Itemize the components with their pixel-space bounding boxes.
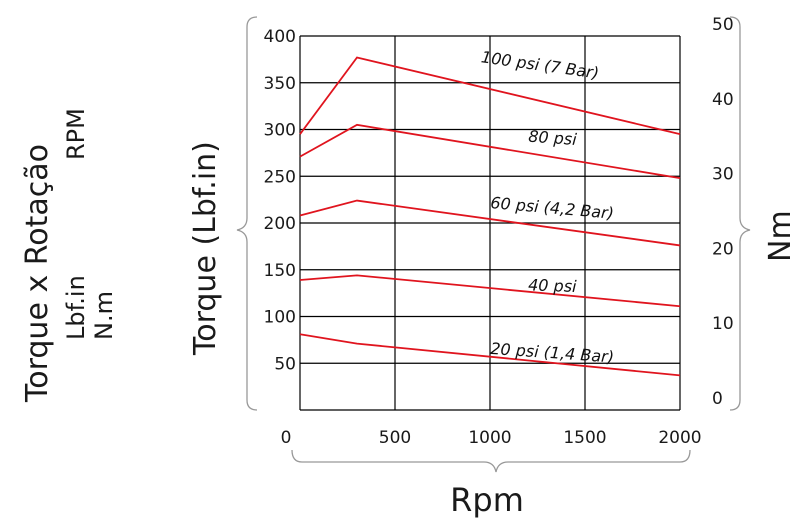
grid [299,35,681,411]
y-tick-label: 50 [274,354,296,374]
y-tick-label: 200 [264,214,296,234]
y-tick-label: 100 [264,308,296,328]
x-tick-label: 500 [379,428,411,448]
left-brace [236,16,258,411]
y-axis-label: Torque (Lbf.in) [188,141,223,356]
x-tick-label: 1000 [468,428,511,448]
y2-tick-label: 50 [712,15,734,35]
series-line-1 [299,123,681,180]
y2-tick-label: 20 [712,239,734,259]
series-line-2 [299,199,681,247]
side-title-line1: Torque x Rotação [20,144,55,403]
y2-axis-label: Nm [763,210,798,262]
x-axis-label: Rpm [450,481,524,519]
side-title-block: Torque x Rotação Lbf.in RPM N.m [20,108,118,403]
bottom-brace [291,449,691,473]
y2-tick-label: 10 [712,314,734,334]
tick-labels: 50 100 150 200 250 300 350 400 0 500 1000 1500 2000 0… [264,15,734,448]
y2-tick-label: 0 [712,389,723,409]
series-line-0 [299,56,681,136]
y2-tick-label: 30 [712,165,734,185]
right-brace [729,16,751,411]
y-tick-label: 300 [264,121,296,141]
series-line-4 [299,333,681,377]
y-tick-label: 400 [264,27,296,47]
y2-tick-label: 40 [712,90,734,110]
series-label-0: 100 psi (7 Bar) [480,47,600,82]
y-tick-label: 250 [264,167,296,187]
series-label-2: 60 psi (4,2 Bar) [490,193,615,223]
side-title-rpm: RPM [62,108,90,160]
side-title-lbfin: Lbf.in [62,275,90,340]
x-tick-label: 0 [281,428,292,448]
y-tick-label: 150 [264,261,296,281]
x-tick-label: 1500 [563,428,606,448]
series-line-3 [299,274,681,308]
x-tick-label: 2000 [658,428,701,448]
series-label-1: 80 psi [528,127,578,149]
series-label-3: 40 psi [528,275,578,296]
y-tick-label: 350 [264,74,296,94]
side-title-nm: N.m [90,291,118,340]
